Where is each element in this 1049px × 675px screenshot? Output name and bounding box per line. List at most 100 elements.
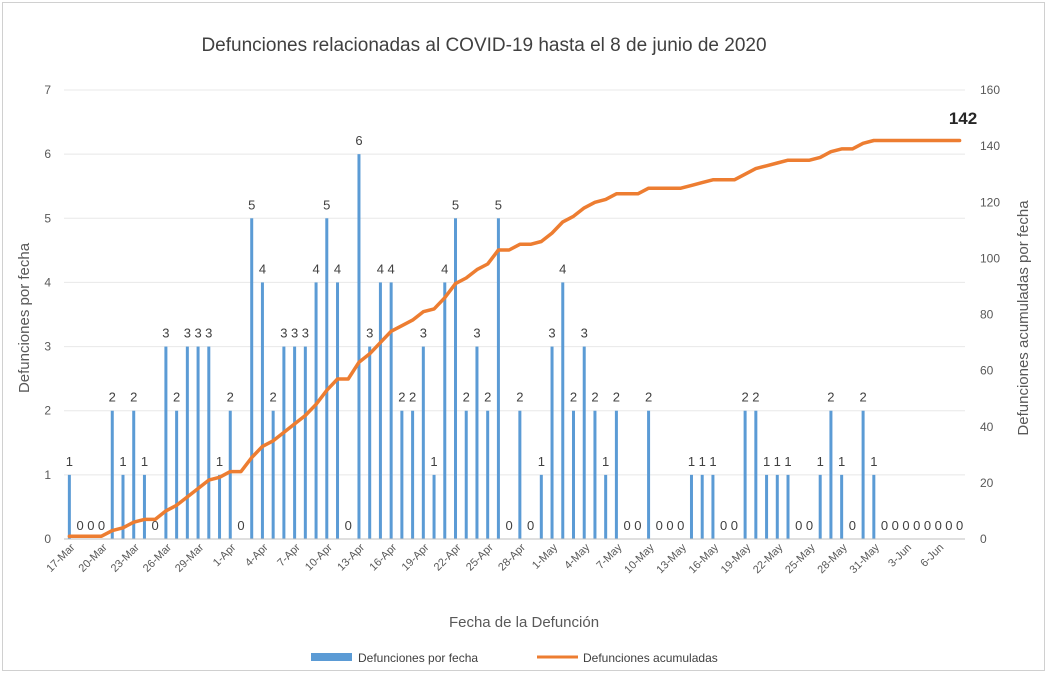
bar-data-label: 1 [774, 454, 781, 469]
x-tick-label: 28-May [815, 541, 850, 576]
bar-data-label: 2 [827, 390, 834, 405]
x-tick-label: 7-Apr [275, 541, 303, 569]
bar [185, 346, 189, 539]
bar [303, 346, 307, 539]
x-tick-label: 3-Jun [886, 542, 914, 570]
bar-data-label: 3 [366, 326, 373, 341]
bar-data-label: 3 [420, 326, 427, 341]
x-tick-label: 13-Apr [335, 541, 367, 573]
x-tick-label: 17-Mar [44, 541, 77, 574]
right-tick-label: 80 [980, 308, 994, 322]
x-tick-label: 25-May [783, 541, 818, 576]
bar-data-label: 3 [291, 326, 298, 341]
bar [786, 474, 790, 539]
bar-data-label: 0 [720, 518, 727, 533]
bar [818, 474, 822, 539]
bar [604, 474, 608, 539]
bar [582, 346, 586, 539]
bar-data-label: 0 [913, 518, 920, 533]
bar-data-label: 3 [162, 326, 169, 341]
bar [689, 474, 693, 539]
bar-data-label: 3 [205, 326, 212, 341]
bar-data-label: 2 [752, 390, 759, 405]
bar-data-label: 1 [699, 454, 706, 469]
bar-data-label: 0 [935, 518, 942, 533]
bar-data-label: 0 [677, 518, 684, 533]
bar [282, 346, 286, 539]
bar [314, 282, 318, 539]
bar-data-label: 3 [473, 326, 480, 341]
left-tick-label: 6 [44, 147, 51, 161]
bar [218, 474, 222, 539]
bar-data-label: 1 [870, 454, 877, 469]
x-tick-label: 16-Apr [367, 541, 399, 573]
bar-data-label: 0 [924, 518, 931, 533]
bar [142, 474, 146, 539]
bar-data-label: 1 [602, 454, 609, 469]
right-tick-label: 120 [980, 195, 1000, 209]
x-tick-label: 16-May [687, 541, 722, 576]
bar-data-label: 3 [280, 326, 287, 341]
bar-data-label: 1 [709, 454, 716, 469]
bar [110, 410, 114, 539]
bar-data-label: 4 [377, 261, 384, 276]
legend-bar-label: Defunciones por fecha [358, 651, 478, 665]
bar [861, 410, 865, 539]
x-tick-label: 10-Apr [303, 541, 335, 573]
bar [132, 410, 136, 539]
bar-data-label: 0 [806, 518, 813, 533]
x-tick-label: 23-Mar [109, 541, 142, 574]
bar [207, 346, 211, 539]
bar-data-label: 0 [527, 518, 534, 533]
bar-data-label: 1 [538, 454, 545, 469]
bar-data-label: 1 [66, 454, 73, 469]
bar-data-label: 0 [849, 518, 856, 533]
bar [775, 474, 779, 539]
y-axis-title: Defunciones por fecha [16, 242, 33, 393]
bar [121, 474, 125, 539]
x-tick-label: 25-Apr [464, 541, 496, 573]
bar [496, 218, 500, 540]
bar-data-label: 0 [731, 518, 738, 533]
bar-data-label: 2 [409, 390, 416, 405]
bar [700, 474, 704, 539]
bar-data-label: 0 [237, 518, 244, 533]
bar-data-label: 1 [216, 454, 223, 469]
right-tick-label: 20 [980, 476, 994, 490]
left-tick-label: 7 [44, 83, 51, 97]
bar-data-label: 3 [184, 326, 191, 341]
legend-bar-swatch [311, 653, 352, 661]
bar-data-label: 4 [259, 261, 266, 276]
bar [614, 410, 618, 539]
bar-data-label: 2 [484, 390, 491, 405]
x-tick-label: 26-Mar [141, 541, 174, 574]
bar-data-label: 1 [430, 454, 437, 469]
cumulative-line [67, 138, 962, 538]
bar-data-label: 0 [76, 518, 83, 533]
left-tick-label: 3 [44, 340, 51, 354]
bar-data-label: 2 [398, 390, 405, 405]
bar-data-label: 4 [441, 261, 448, 276]
bar-data-label: 2 [645, 390, 652, 405]
bar-data-label: 2 [741, 390, 748, 405]
x-tick-label: 19-May [719, 541, 754, 576]
x-tick-label: 6-Jun [918, 542, 946, 570]
x-axis-title: Fecha de la Defunción [449, 614, 599, 631]
right-tick-label: 100 [980, 251, 1000, 265]
x-tick-label: 31-May [848, 541, 883, 576]
x-axis-ticks: 17-Mar 20-Mar 23-Mar 26-Mar 29-Mar 1-Apr 4-Apr… [44, 541, 946, 576]
x-tick-label: 20-Mar [77, 541, 110, 574]
bar [518, 410, 522, 539]
bar [378, 282, 382, 539]
bar-data-label: 1 [688, 454, 695, 469]
bar-series [67, 154, 876, 540]
right-axis-ticks: 0 20 40 60 80 100 120 140 160 [980, 83, 1000, 546]
bar-data-label: 0 [795, 518, 802, 533]
bar [475, 346, 479, 539]
bar-data-label: 0 [634, 518, 641, 533]
bar [550, 346, 554, 539]
bar-data-label: 0 [881, 518, 888, 533]
bar-data-label: 2 [591, 390, 598, 405]
bar [293, 346, 297, 539]
bar [872, 474, 876, 539]
